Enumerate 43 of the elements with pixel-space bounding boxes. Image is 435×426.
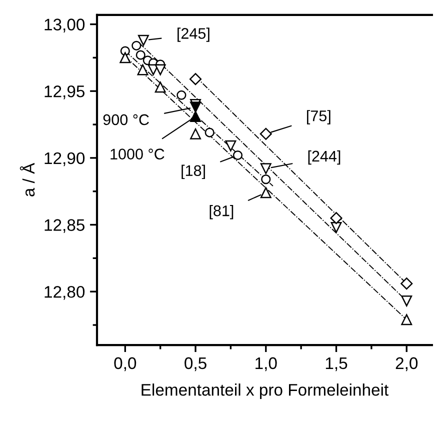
point: [401, 295, 412, 306]
point: [330, 222, 342, 233]
y-tick-label: 13,00: [44, 18, 85, 32]
y-tick-label: 12,90: [44, 152, 85, 166]
annotation: 1000 °C: [110, 148, 164, 160]
point: [120, 52, 131, 64]
y-tick-label: 12,80: [44, 286, 85, 300]
point: [232, 150, 243, 160]
point: [154, 64, 166, 76]
point: [260, 128, 272, 140]
annotation: [244]: [308, 150, 340, 165]
x-tick-label: 2,0: [396, 357, 418, 372]
point: [132, 40, 142, 50]
annotation: [75]: [307, 110, 330, 124]
annotation: 900 °C: [103, 114, 149, 126]
point: [401, 314, 412, 326]
point: [261, 174, 271, 184]
point: [204, 128, 214, 138]
point: [400, 278, 413, 290]
point: [260, 187, 272, 198]
x-tick-label: 0,0: [114, 357, 136, 372]
x-axis-title: Elementanteil x pro Formeleinheit: [142, 384, 388, 400]
annotation: [81]: [210, 205, 234, 220]
y-tick-label: 12,85: [44, 219, 85, 233]
point: [260, 163, 272, 174]
point: [190, 128, 202, 140]
point: [138, 34, 149, 46]
x-tick-label: 0,5: [184, 357, 206, 372]
point: [189, 73, 202, 86]
point: [154, 82, 166, 93]
y-tick-label: 12,95: [44, 86, 85, 100]
x-tick-label: 1,0: [256, 357, 277, 372]
point: [190, 102, 202, 113]
annotation: [245]: [178, 28, 210, 42]
annotation: [18]: [182, 164, 205, 180]
point: [136, 50, 146, 60]
point: [176, 90, 186, 100]
point: [190, 111, 202, 122]
y-axis-title: a / Å: [20, 162, 35, 196]
point: [225, 140, 236, 152]
point: [137, 64, 148, 76]
x-tick-label: 1,5: [326, 357, 348, 372]
point: [330, 212, 342, 224]
